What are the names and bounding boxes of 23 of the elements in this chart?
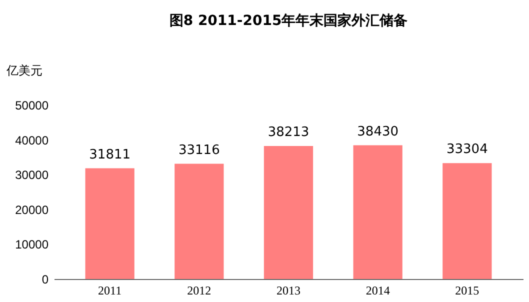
x-tick-label: 2015 [455,284,480,298]
data-label: 38430 [357,124,399,140]
y-tick-label: 10000 [15,238,49,252]
data-label: 38213 [268,125,310,140]
y-tick-label: 50000 [15,98,49,112]
y-tick-label: 30000 [15,168,49,182]
x-tick-label: 2012 [187,284,212,298]
data-label: 31811 [89,147,131,162]
y-tick-label: 40000 [15,133,49,148]
bar [442,163,492,279]
x-tick-label: 2014 [366,284,390,298]
data-label: 33304 [446,142,488,158]
x-tick-label: 2011 [98,284,122,298]
bar [264,146,314,279]
x-tick-label: 2013 [276,284,300,298]
bar [174,164,224,279]
y-tick-label: 20000 [15,202,49,217]
chart-title: 图8 2011-2015年年末国家外汇储备 [169,12,408,29]
y-axis-title: 亿美元 [6,64,42,78]
bar [85,168,134,279]
bar [353,145,402,279]
y-tick-label: 0 [42,272,49,286]
data-label: 33116 [178,142,220,158]
